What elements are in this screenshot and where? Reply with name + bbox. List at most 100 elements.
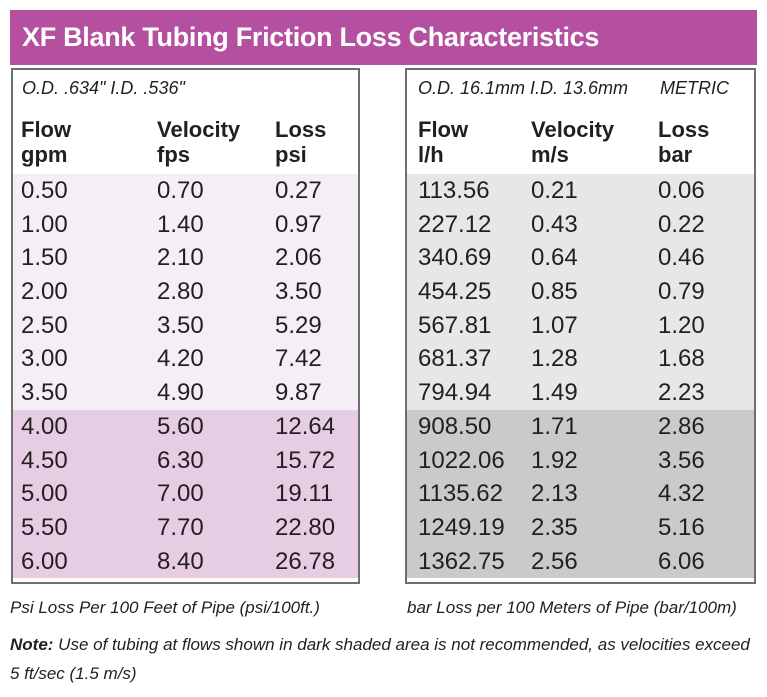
metric-header-velocity: Velocity m/s xyxy=(531,117,614,167)
flow-cell: 567.81 xyxy=(418,311,492,339)
flow-cell: 454.25 xyxy=(418,278,492,306)
flow-cell: 794.94 xyxy=(418,379,492,407)
note: Note: Use of tubing at flows shown in da… xyxy=(10,630,760,688)
header-label: Loss xyxy=(658,117,710,142)
flow-cell: 681.37 xyxy=(418,345,492,373)
flow-cell: 4.00 xyxy=(21,412,68,440)
velocity-cell: 2.13 xyxy=(531,480,578,508)
table-row: 567.81 1.07 1.20 xyxy=(407,308,754,343)
header-label: Flow xyxy=(21,117,72,142)
table-row: 4.00 5.60 12.64 xyxy=(13,409,358,444)
loss-cell: 5.29 xyxy=(275,311,322,339)
table-row: 5.50 7.70 22.80 xyxy=(13,510,358,545)
table-row: 0.50 0.70 0.27 xyxy=(13,174,358,208)
velocity-cell: 8.40 xyxy=(157,547,204,575)
loss-cell: 0.79 xyxy=(658,278,705,306)
velocity-cell: 7.70 xyxy=(157,513,204,541)
loss-cell: 0.27 xyxy=(275,177,322,204)
flow-cell: 2.50 xyxy=(21,311,68,339)
velocity-cell: 5.60 xyxy=(157,412,204,440)
velocity-cell: 6.30 xyxy=(157,446,204,474)
table-row: 794.94 1.49 2.23 xyxy=(407,376,754,410)
table-row: 681.37 1.28 1.68 xyxy=(407,342,754,377)
imperial-header-velocity: Velocity fps xyxy=(157,117,240,167)
table-row: 1.50 2.10 2.06 xyxy=(13,241,358,276)
velocity-cell: 1.28 xyxy=(531,345,578,373)
page-title: XF Blank Tubing Friction Loss Characteri… xyxy=(10,10,757,65)
loss-cell: 12.64 xyxy=(275,412,336,440)
note-text: Use of tubing at flows shown in dark sha… xyxy=(10,635,750,683)
flow-cell: 227.12 xyxy=(418,210,492,238)
loss-cell: 22.80 xyxy=(275,513,336,541)
velocity-cell: 2.10 xyxy=(157,244,204,272)
table-row: 113.56 0.21 0.06 xyxy=(407,174,754,208)
metric-label: METRIC xyxy=(660,78,729,98)
table-row: 227.12 0.43 0.22 xyxy=(407,207,754,242)
flow-cell: 4.50 xyxy=(21,446,68,474)
imperial-spec: O.D. .634" I.D. .536" xyxy=(22,78,185,98)
loss-cell: 15.72 xyxy=(275,446,336,474)
header-unit: fps xyxy=(157,142,190,167)
velocity-cell: 0.70 xyxy=(157,177,204,204)
imperial-rows: 0.50 0.70 0.27 1.00 1.40 0.97 1.50 2.10 2.06 2.00… xyxy=(13,174,358,579)
loss-cell: 2.23 xyxy=(658,379,705,407)
flow-cell: 1362.75 xyxy=(418,547,505,575)
velocity-cell: 1.71 xyxy=(531,412,578,440)
header-unit: l/h xyxy=(418,142,444,167)
velocity-cell: 0.21 xyxy=(531,177,578,204)
metric-spec: O.D. 16.1mm I.D. 13.6mm xyxy=(418,78,629,98)
loss-cell: 2.86 xyxy=(658,412,705,440)
velocity-cell: 4.90 xyxy=(157,379,204,407)
loss-cell: 1.20 xyxy=(658,311,705,339)
metric-footer: bar Loss per 100 Meters of Pipe (bar/100… xyxy=(407,598,737,617)
velocity-cell: 0.43 xyxy=(531,210,578,238)
table-row: 5.00 7.00 19.11 xyxy=(13,477,358,511)
loss-cell: 3.50 xyxy=(275,278,322,306)
header-unit: psi xyxy=(275,142,307,167)
loss-cell: 7.42 xyxy=(275,345,322,373)
loss-cell: 19.11 xyxy=(275,480,334,508)
loss-cell: 4.32 xyxy=(658,480,705,508)
flow-cell: 908.50 xyxy=(418,412,492,440)
velocity-cell: 2.80 xyxy=(157,278,204,306)
flow-cell: 1135.62 xyxy=(418,480,503,508)
velocity-cell: 4.20 xyxy=(157,345,204,373)
velocity-cell: 7.00 xyxy=(157,480,204,508)
loss-cell: 5.16 xyxy=(658,513,705,541)
table-row: 908.50 1.71 2.86 xyxy=(407,409,754,444)
loss-cell: 6.06 xyxy=(658,547,705,575)
flow-cell: 1022.06 xyxy=(418,446,505,474)
imperial-header-flow: Flow gpm xyxy=(21,117,71,167)
metric-table: O.D. 16.1mm I.D. 13.6mm METRIC Flow l/h … xyxy=(405,68,756,584)
table-row: 1249.19 2.35 5.16 xyxy=(407,510,754,545)
table-row: 1022.06 1.92 3.56 xyxy=(407,443,754,478)
flow-cell: 0.50 xyxy=(21,177,68,204)
table-row: 1135.62 2.13 4.32 xyxy=(407,477,754,511)
imperial-footer: Psi Loss Per 100 Feet of Pipe (psi/100ft… xyxy=(10,598,320,617)
flow-cell: 1249.19 xyxy=(418,513,505,541)
table-row: 1.00 1.40 0.97 xyxy=(13,207,358,242)
table-row: 4.50 6.30 15.72 xyxy=(13,443,358,478)
flow-cell: 3.50 xyxy=(21,379,68,407)
table-row: 3.50 4.90 9.87 xyxy=(13,376,358,410)
header-label: Loss xyxy=(275,117,327,142)
header-unit: gpm xyxy=(21,142,68,167)
table-row: 6.00 8.40 26.78 xyxy=(13,544,358,579)
imperial-header-loss: Loss psi xyxy=(275,117,326,167)
table-row: 2.50 3.50 5.29 xyxy=(13,308,358,343)
loss-cell: 0.46 xyxy=(658,244,705,272)
metric-rows: 113.56 0.21 0.06 227.12 0.43 0.22 340.69 0.64 0.… xyxy=(407,174,754,579)
flow-cell: 1.00 xyxy=(21,210,68,238)
loss-cell: 0.06 xyxy=(658,177,705,204)
table-row: 2.00 2.80 3.50 xyxy=(13,275,358,309)
table-row: 454.25 0.85 0.79 xyxy=(407,275,754,309)
velocity-cell: 2.56 xyxy=(531,547,578,575)
flow-cell: 113.56 xyxy=(418,177,490,204)
loss-cell: 1.68 xyxy=(658,345,705,373)
metric-header-flow: Flow l/h xyxy=(418,117,468,167)
velocity-cell: 2.35 xyxy=(531,513,578,541)
velocity-cell: 1.92 xyxy=(531,446,578,474)
velocity-cell: 1.07 xyxy=(531,311,578,339)
loss-cell: 0.97 xyxy=(275,210,322,238)
table-row: 340.69 0.64 0.46 xyxy=(407,241,754,276)
